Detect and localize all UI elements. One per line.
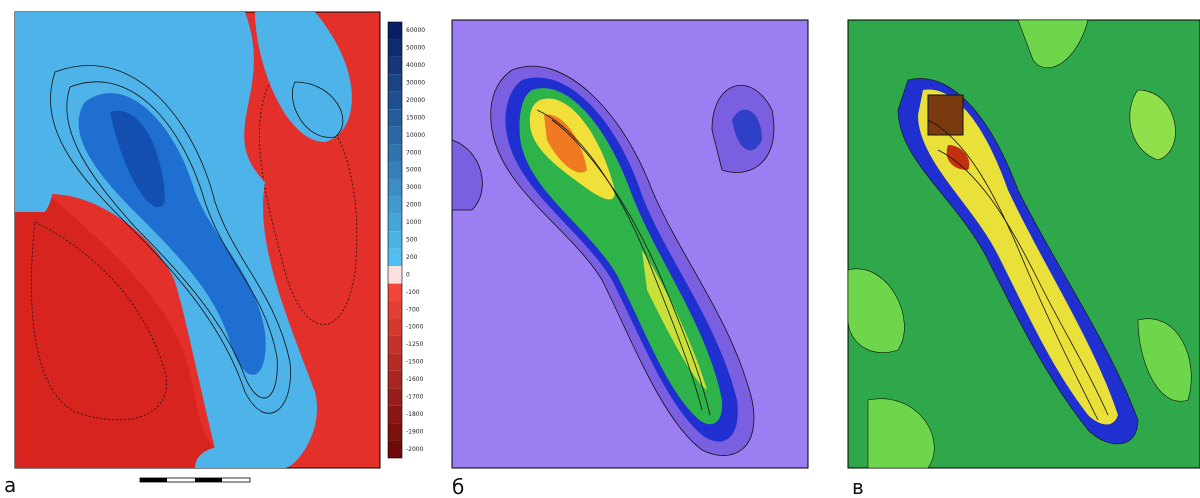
map-b (452, 20, 808, 468)
panel-label: в (852, 475, 864, 498)
panel-label: а (4, 473, 16, 497)
colorbar-label: 2000 (406, 202, 421, 209)
colorbar-swatch (388, 109, 402, 126)
colorbar-swatch (388, 353, 402, 370)
colorbar-label: 0 (406, 271, 410, 278)
colorbar-label: -1500 (406, 359, 424, 366)
colorbar-label: 30000 (406, 80, 425, 87)
colorbar-label: -1800 (406, 411, 424, 418)
colorbar-swatch (388, 388, 402, 405)
colorbar-label: -1600 (406, 376, 424, 383)
colorbar-label: 1000 (406, 219, 421, 226)
colorbar-swatch (388, 39, 402, 56)
colorbar-swatch (388, 284, 402, 301)
colorbar-label: 15000 (406, 114, 425, 121)
colorbar-label: -700 (406, 306, 420, 313)
colorbar-label: 3000 (406, 184, 421, 191)
colorbar-label: -1700 (406, 393, 424, 400)
figure: 6000050000400003000020000150001000070005… (0, 0, 1200, 498)
colorbar-swatch (388, 127, 402, 144)
colorbar-swatch (388, 231, 402, 248)
colorbar-swatch (388, 318, 402, 335)
colorbar-swatch (388, 441, 402, 458)
colorbar-label: 200 (406, 254, 418, 261)
colorbar-label: 5000 (406, 167, 421, 174)
panel-label: б (452, 475, 464, 498)
colorbar-swatch (388, 22, 402, 39)
map-region (928, 95, 963, 135)
colorbar-swatch (388, 92, 402, 109)
colorbar-label: 7000 (406, 149, 421, 156)
colorbar-swatch (388, 144, 402, 161)
colorbar-swatch (388, 266, 402, 283)
colorbar-swatch (388, 301, 402, 318)
colorbar: 6000050000400003000020000150001000070005… (388, 22, 425, 458)
colorbar-swatch (388, 214, 402, 231)
colorbar-swatch (388, 74, 402, 91)
colorbar-label: 40000 (406, 62, 425, 69)
colorbar-label: -2000 (406, 446, 424, 453)
colorbar-label: 50000 (406, 45, 425, 52)
colorbar-label: 500 (406, 237, 418, 244)
colorbar-label: -1000 (406, 324, 424, 331)
colorbar-swatch (388, 179, 402, 196)
colorbar-label: 20000 (406, 97, 425, 104)
colorbar-label: 10000 (406, 132, 425, 139)
colorbar-label: -100 (406, 289, 420, 296)
colorbar-swatch (388, 249, 402, 266)
scale-bar-segment (195, 478, 222, 482)
colorbar-label: -1250 (406, 341, 424, 348)
map-c (848, 20, 1200, 468)
colorbar-label: 60000 (406, 27, 425, 34)
colorbar-label: -1900 (406, 428, 424, 435)
colorbar-swatch (388, 371, 402, 388)
colorbar-swatch (388, 57, 402, 74)
scale-bar (140, 478, 250, 482)
colorbar-swatch (388, 196, 402, 213)
map-a (15, 12, 380, 468)
colorbar-swatch (388, 406, 402, 423)
colorbar-swatch (388, 423, 402, 440)
scale-bar-segment (140, 478, 167, 482)
colorbar-swatch (388, 336, 402, 353)
colorbar-swatch (388, 162, 402, 179)
